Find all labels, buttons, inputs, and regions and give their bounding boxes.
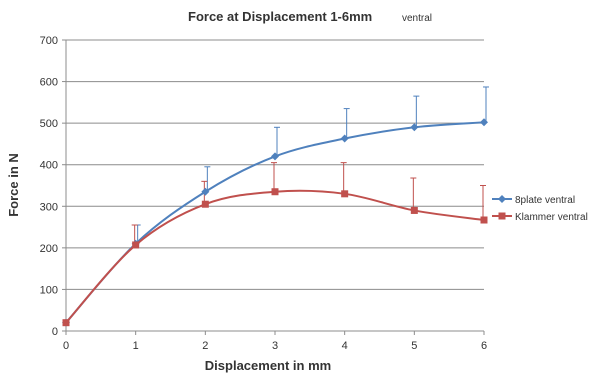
klammer-ventral-line — [65, 189, 485, 324]
klammer-ventral-point — [480, 216, 488, 224]
x-tick-label: 6 — [481, 340, 487, 352]
y-axis-label: Force in N — [6, 153, 21, 217]
y-tick-label: 300 — [40, 201, 58, 213]
x-tick-label: 3 — [272, 340, 278, 352]
8plate-ventral-point — [271, 152, 279, 161]
y-tick-label: 0 — [52, 326, 58, 338]
y-tick-label: 500 — [40, 118, 58, 130]
klammer-ventral-point — [410, 206, 418, 214]
8plate-ventral-point — [201, 187, 210, 196]
chart-subtitle: ventral — [402, 13, 432, 24]
klammer-ventral-point — [132, 241, 140, 249]
x-axis-label: Displacement in mm — [205, 358, 331, 373]
klammer-ventral-point — [341, 190, 349, 198]
8plate-ventral-point — [480, 118, 488, 127]
x-tick-label: 0 — [63, 340, 69, 352]
x-tick-label: 1 — [133, 340, 139, 352]
y-tick-label: 200 — [40, 243, 58, 255]
klammer-ventral-legend-label: Klammer ventral — [515, 212, 588, 223]
error-bars — [131, 86, 489, 245]
y-tick-label: 700 — [40, 35, 58, 47]
x-tick-label: 4 — [342, 340, 348, 352]
8plate-ventral-legend-marker — [498, 195, 506, 203]
y-tick-label: 400 — [40, 160, 58, 172]
legend: 8plate ventral Klammer ventral — [492, 195, 588, 223]
series-layer — [62, 118, 488, 327]
8plate-ventral-point — [410, 123, 419, 132]
y-tick-label: 600 — [40, 77, 58, 89]
8plate-ventral-line — [65, 121, 485, 324]
klammer-ventral-point — [271, 188, 279, 196]
klammer-ventral-point — [62, 319, 70, 327]
y-tick-label: 100 — [40, 284, 58, 296]
8plate-ventral-point — [340, 134, 349, 143]
klammer-ventral-point — [201, 200, 209, 208]
x-tick-label: 2 — [202, 340, 208, 352]
8plate-ventral-legend-label: 8plate ventral — [515, 195, 575, 206]
x-tick-label: 5 — [411, 340, 417, 352]
chart-title: Force at Displacement 1-6mm — [188, 9, 372, 24]
klammer-ventral-legend-marker — [498, 212, 506, 220]
tick-labels: 0 100 200 300 400 500 600 700 0 1 2 3 4 5 6 — [40, 35, 487, 352]
axes — [62, 39, 485, 335]
